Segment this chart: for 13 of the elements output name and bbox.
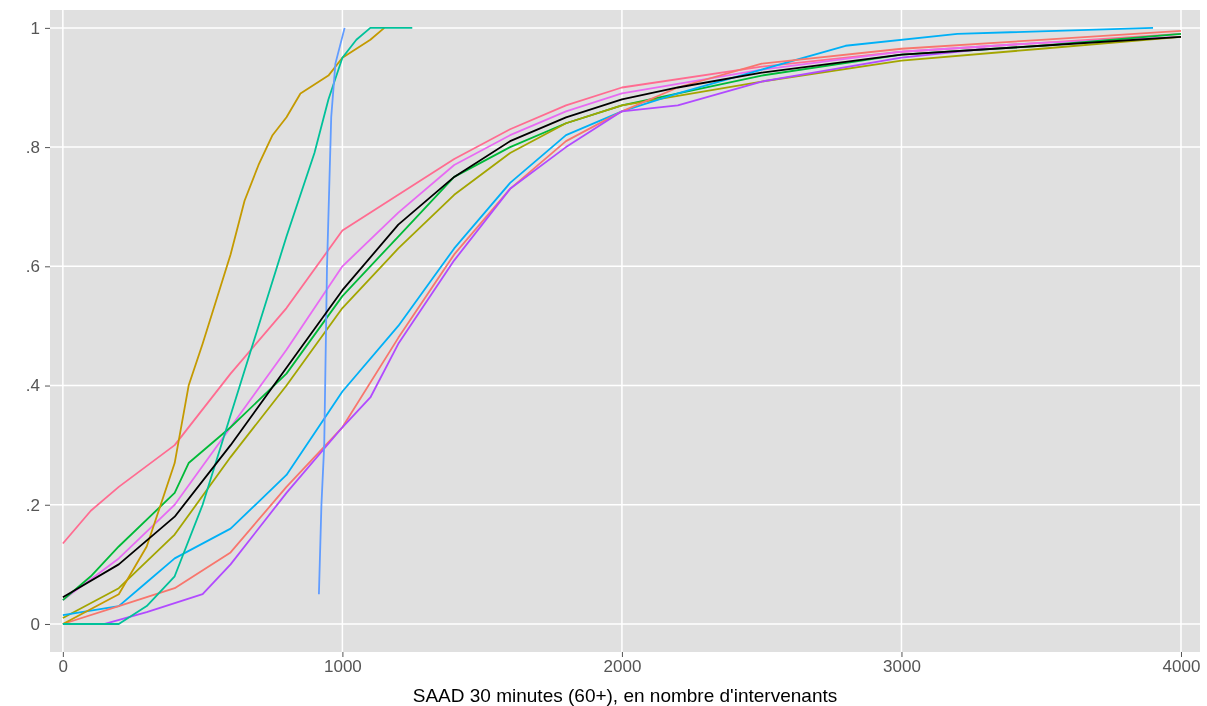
line-series xyxy=(318,26,346,596)
y-tick-label: 0 xyxy=(30,614,40,634)
x-tick-label: 0 xyxy=(58,657,69,677)
y-tick-label: .2 xyxy=(25,495,40,515)
x-tick-label: 3000 xyxy=(883,657,921,677)
x-tick-label: 1000 xyxy=(323,657,362,677)
x-tick-label: 4000 xyxy=(1162,657,1201,677)
y-tick-label: .6 xyxy=(25,257,40,277)
x-axis-title: SAAD 30 minutes (60+), en nombre d'intervenants xyxy=(412,685,838,706)
y-tick-label: .8 xyxy=(25,138,40,158)
y-tick-label: .4 xyxy=(25,376,40,396)
x-tick-label: 2000 xyxy=(603,657,642,677)
y-tick-label: 1 xyxy=(30,18,40,38)
